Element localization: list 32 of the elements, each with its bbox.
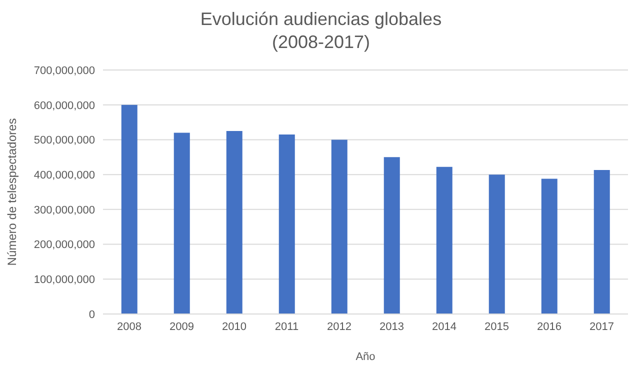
x-axis-title: Año bbox=[356, 351, 376, 363]
bar bbox=[436, 166, 452, 314]
chart-subtitle: (2008-2017) bbox=[270, 31, 372, 54]
bar bbox=[488, 174, 505, 314]
x-tick-label: 2015 bbox=[484, 320, 509, 333]
y-tick-label: 400,000,000 bbox=[34, 169, 95, 182]
chart-title: Evolución audiencias globales bbox=[199, 8, 443, 31]
x-tick-label: 2011 bbox=[274, 320, 299, 333]
x-tick-label: 2017 bbox=[590, 320, 614, 333]
x-tick-label: 2008 bbox=[117, 320, 142, 333]
bar bbox=[384, 157, 400, 314]
y-tick-label: 300,000,000 bbox=[34, 204, 95, 216]
bar bbox=[541, 178, 558, 314]
y-tick-label: 500,000,000 bbox=[34, 134, 95, 147]
y-tick-label: 0 bbox=[88, 308, 95, 321]
x-tick-label: 2010 bbox=[222, 320, 246, 333]
y-tick-label: 600,000,000 bbox=[34, 100, 95, 112]
y-tick-label: 700,000,000 bbox=[34, 64, 95, 77]
x-tick-label: 2014 bbox=[432, 320, 456, 333]
x-tick-label: 2016 bbox=[537, 320, 562, 333]
bar bbox=[594, 170, 610, 314]
y-axis-title: Número de telespectadores bbox=[5, 118, 19, 266]
bar bbox=[121, 104, 138, 314]
y-tick-label: 100,000,000 bbox=[34, 274, 95, 286]
bar bbox=[331, 140, 348, 314]
x-tick-label: 2012 bbox=[327, 320, 352, 333]
x-tick-label: 2013 bbox=[380, 320, 404, 333]
bar bbox=[174, 132, 190, 314]
bar bbox=[226, 131, 242, 314]
bar bbox=[278, 134, 295, 314]
x-tick-label: 2009 bbox=[170, 320, 194, 333]
y-tick-label: 200,000,000 bbox=[34, 239, 95, 252]
